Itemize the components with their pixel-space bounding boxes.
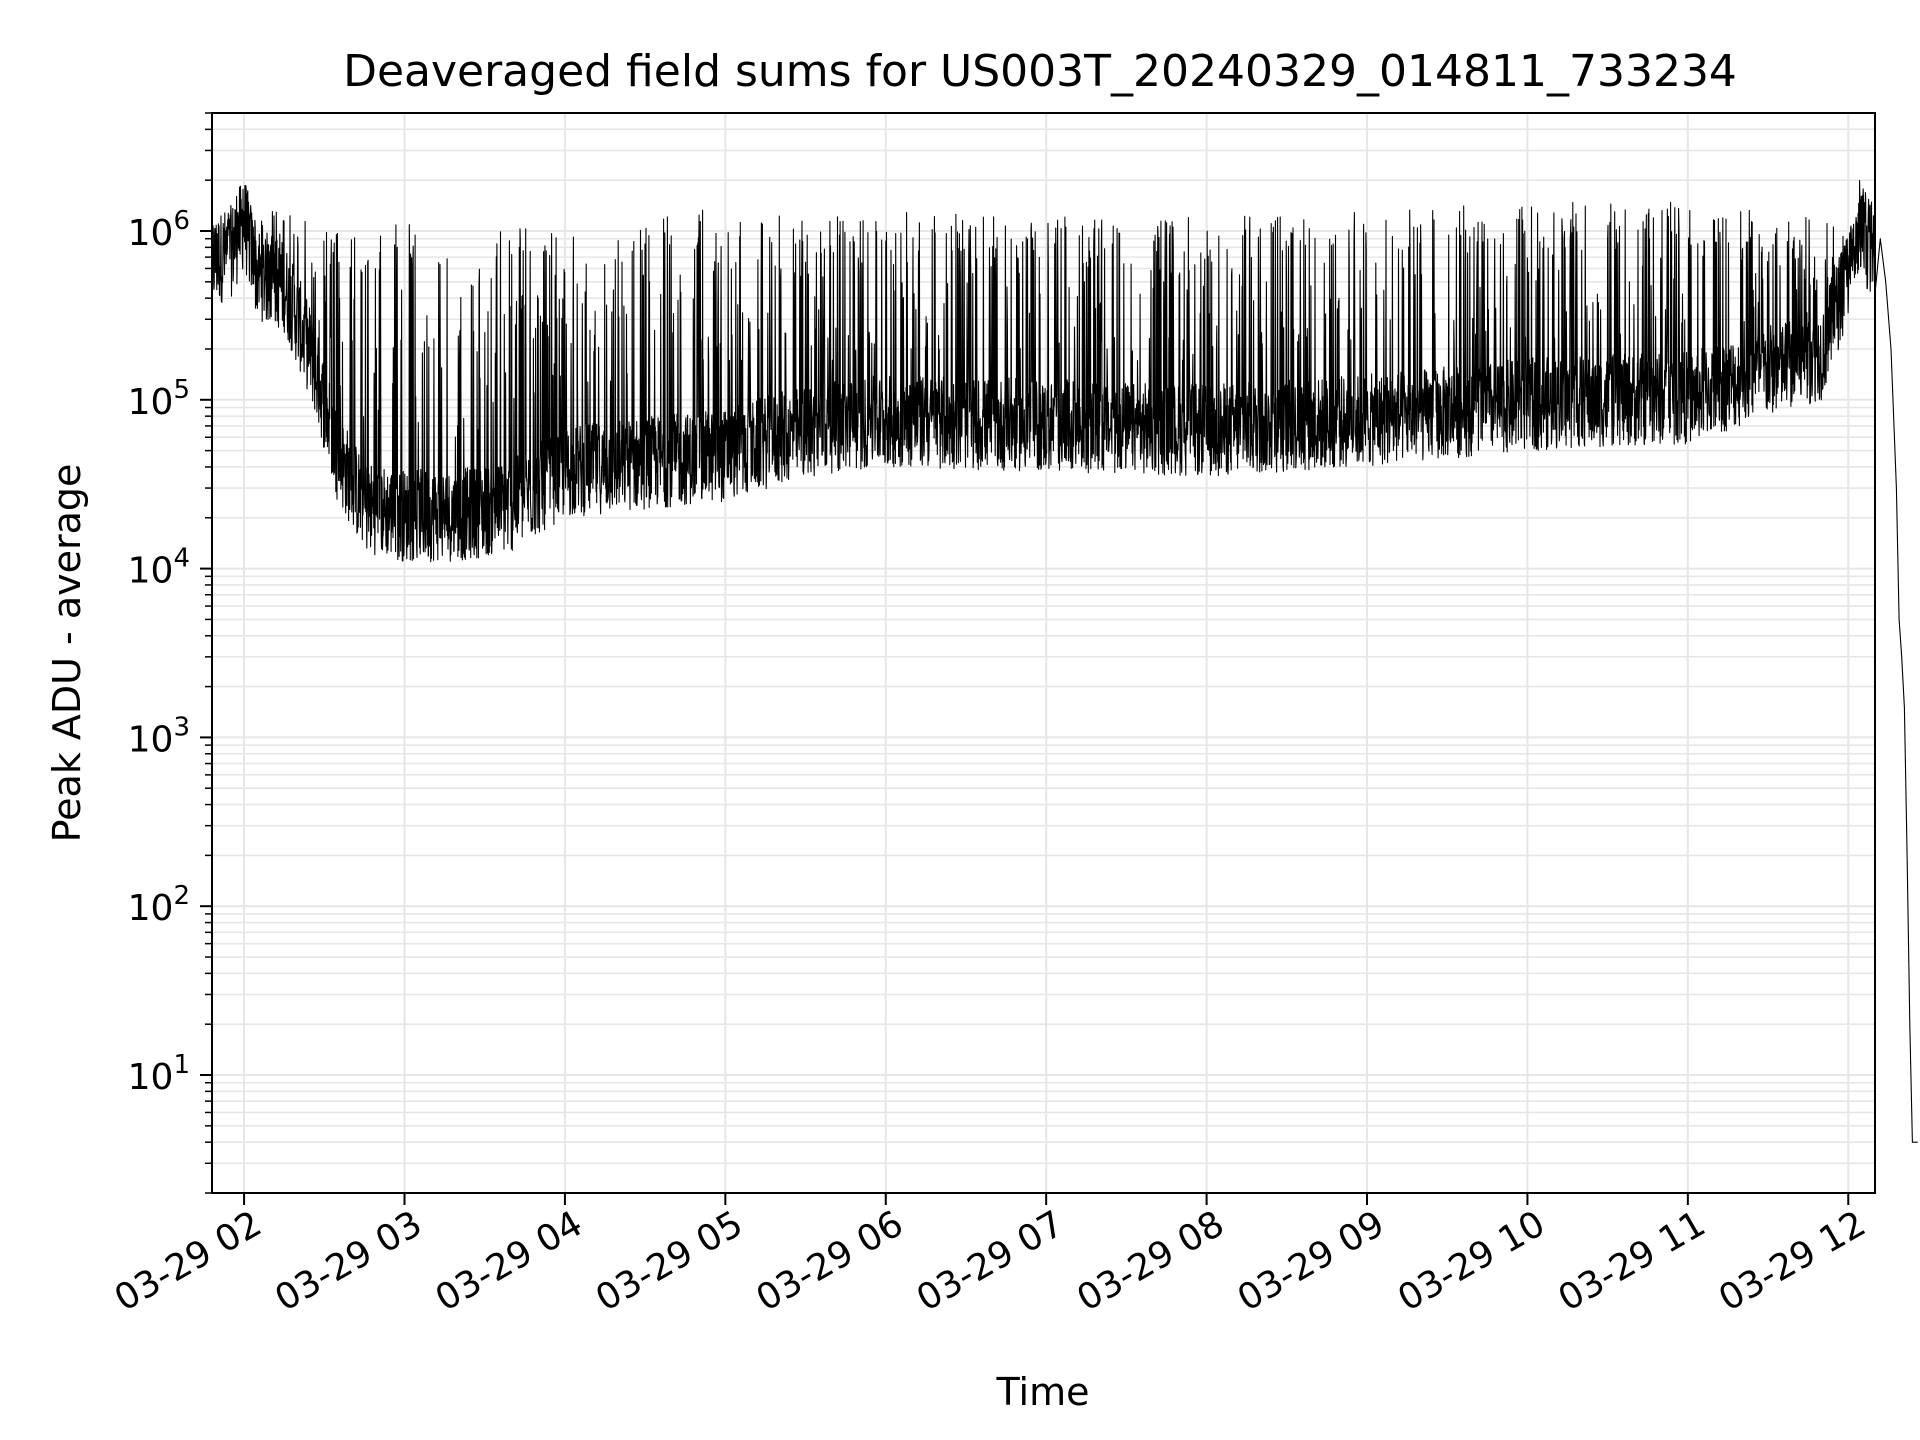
y-tick-label: 105 bbox=[128, 375, 190, 423]
x-tick-label: 03-29 09 bbox=[1231, 1203, 1392, 1319]
x-tick-label: 03-29 08 bbox=[1070, 1203, 1231, 1319]
x-tick-label: 03-29 12 bbox=[1712, 1203, 1873, 1319]
x-tick-label: 03-29 03 bbox=[268, 1203, 429, 1319]
x-tick-label: 03-29 02 bbox=[108, 1203, 269, 1319]
y-axis-label: Peak ADU - average bbox=[45, 464, 89, 843]
x-tick-label: 03-29 11 bbox=[1552, 1203, 1713, 1319]
plot-area bbox=[211, 179, 1918, 1143]
series-line bbox=[211, 179, 1918, 1143]
y-tick-label: 106 bbox=[128, 206, 190, 254]
chart-title: Deaveraged field sums for US003T_2024032… bbox=[343, 46, 1737, 97]
x-axis: 03-29 02 03-29 03 03-29 04 03-29 05 03-29 06… bbox=[108, 1193, 1873, 1320]
x-tick-label: 03-29 05 bbox=[589, 1203, 750, 1319]
x-tick-label: 03-29 06 bbox=[750, 1203, 911, 1319]
axes-frame bbox=[211, 112, 1876, 1194]
y-axis: 101 102 103 104 105 106 bbox=[128, 112, 212, 1194]
y-tick-label: 103 bbox=[128, 712, 190, 760]
x-tick-label: 03-29 04 bbox=[429, 1203, 590, 1319]
x-axis-label: Time bbox=[996, 1370, 1090, 1414]
x-tick-label: 03-29 10 bbox=[1391, 1203, 1552, 1319]
y-tick-label: 104 bbox=[128, 544, 190, 592]
x-tick-label: 03-29 07 bbox=[910, 1203, 1071, 1319]
y-tick-label: 102 bbox=[128, 881, 190, 929]
y-tick-label: 101 bbox=[128, 1050, 190, 1098]
